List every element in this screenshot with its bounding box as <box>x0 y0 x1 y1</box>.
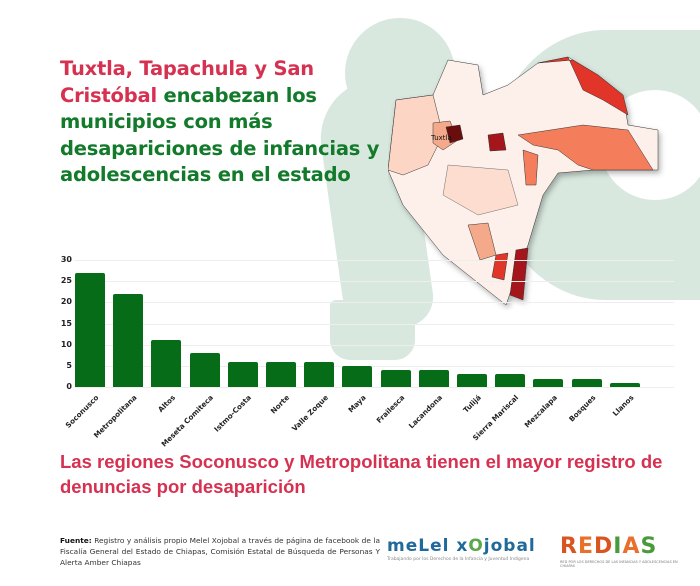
gridline <box>74 323 674 325</box>
x-axis-label: Istmo-Costa <box>212 393 254 434</box>
x-axis-label: Maya <box>346 393 368 415</box>
x-axis-label: Valle Zoque <box>289 393 330 434</box>
x-axis-label: Tulijá <box>460 393 483 415</box>
bar-meseta-comiteca <box>189 353 220 387</box>
gridline <box>74 281 674 283</box>
map-region-south-red <box>491 252 509 281</box>
y-axis-tick: 0 <box>66 382 72 391</box>
redias-logo-tagline: RED POR LOS DERECHOS DE LAS INFANCIAS Y … <box>560 560 678 568</box>
map-label-tuxtla: Tuxtla <box>430 134 452 142</box>
bar-altos <box>151 340 182 387</box>
y-axis-tick: 10 <box>60 339 72 349</box>
x-axis-label: Altos <box>155 393 177 414</box>
y-axis-tick: 25 <box>60 276 72 286</box>
melel-logo-text-o: O <box>468 536 484 556</box>
gridline <box>74 365 674 367</box>
bar-frailesca <box>380 370 411 387</box>
x-axis-label: Soconusco <box>63 393 101 430</box>
headline-highlight: Tuxtla, Tapachula y San Cristóbal <box>60 57 314 107</box>
source-text: Registro y análisis propio Melel Xojobal… <box>60 536 380 567</box>
bar-bosques <box>571 378 602 387</box>
map-region-tapachula <box>509 247 529 301</box>
source-label: Fuente: <box>60 536 92 545</box>
redias-logo: REDIAS RED POR LOS DERECHOS DE LAS INFAN… <box>560 534 685 568</box>
bar-tulij- <box>457 374 487 387</box>
choropleth-map: Tuxtla <box>388 56 659 306</box>
melel-logo-tagline: Trabajando por los Derechos de la Infanc… <box>387 557 530 562</box>
map-region-west <box>388 94 444 176</box>
y-axis-tick: 30 <box>60 255 72 264</box>
melel-logo-text-b: jobal <box>483 536 536 556</box>
map-region-tuxtla <box>445 124 464 144</box>
bar-mezcalapa <box>533 378 564 387</box>
bar-norte <box>266 361 296 387</box>
bar-maya <box>342 365 373 387</box>
gridline <box>74 344 674 346</box>
x-axis-label: Lacandona <box>406 393 445 431</box>
melel-logo-text-a: meLel x <box>387 536 469 556</box>
map-region-east-large <box>517 124 654 171</box>
subtitle: Las regiones Soconusco y Metropolitana t… <box>60 451 663 497</box>
bar-metropolitana <box>113 293 144 387</box>
redias-logo-text: REDIAS <box>560 534 658 559</box>
y-axis-tick: 20 <box>60 297 72 307</box>
map-region-northeast <box>537 56 629 116</box>
map-state-outline <box>388 56 659 306</box>
melel-xojobal-logo: meLel xOjobal Trabajando por los Derecho… <box>387 536 547 562</box>
x-axis-label: Llanos <box>610 393 636 418</box>
bar-valle-zoque <box>304 361 335 387</box>
gridline <box>74 260 674 261</box>
map-region-san-cristobal <box>487 132 507 152</box>
gridline <box>74 387 674 388</box>
gridline <box>74 302 674 304</box>
bar-istmo-costa <box>227 361 258 387</box>
map-region-center-orange <box>522 149 539 186</box>
x-axis-label: Norte <box>268 393 292 416</box>
background-hand <box>330 300 415 360</box>
bar-soconusco <box>75 272 105 387</box>
y-axis-tick: 15 <box>60 318 72 328</box>
headline: Tuxtla, Tapachula y San Cristóbal encabe… <box>60 56 390 189</box>
map-region-south-light <box>442 164 519 216</box>
x-axis-label: Mezcalapa <box>522 393 559 430</box>
x-axis-label: Frailesca <box>374 393 406 425</box>
source-note: Fuente: Registro y análisis propio Melel… <box>60 535 380 568</box>
headline-rest: encabezan los municipios con más desapar… <box>60 83 380 187</box>
x-axis-label: Bosques <box>566 393 597 424</box>
bar-sierra-mariscal <box>495 374 526 387</box>
y-axis-tick: 5 <box>66 360 72 370</box>
bar-llanos <box>609 382 640 387</box>
bar-lacandona <box>418 370 449 387</box>
bar-chart: 0 5 10 15 20 25 30 Soconusco Metropolitana Altos M… <box>0 250 700 449</box>
